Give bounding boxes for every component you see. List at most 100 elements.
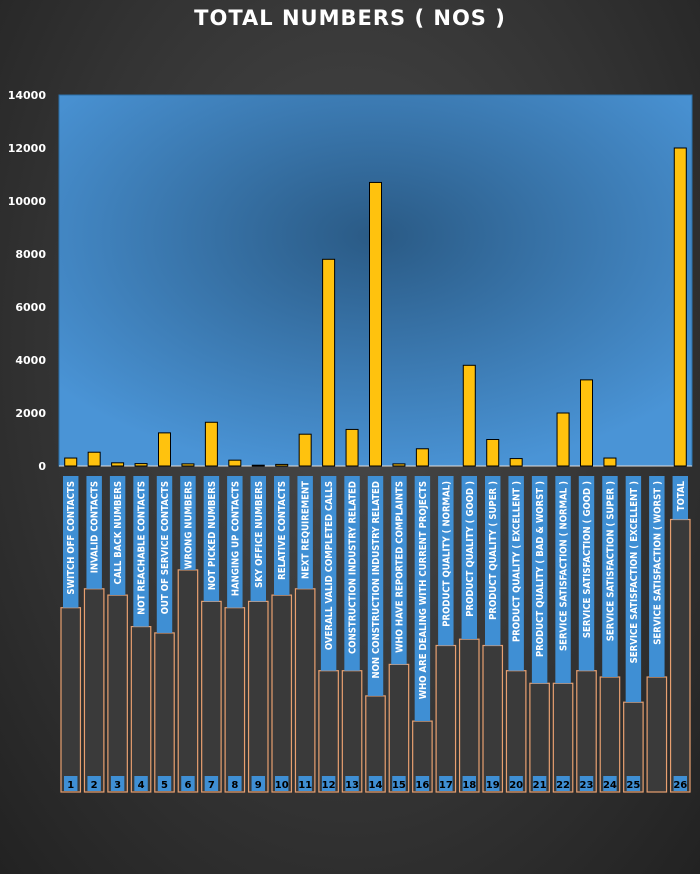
index-label: 14	[369, 780, 383, 791]
label-box	[461, 476, 477, 640]
label-box	[297, 476, 313, 589]
label-panel	[294, 588, 316, 793]
label-box	[109, 476, 126, 596]
index-box	[321, 776, 336, 791]
label-box	[203, 476, 220, 602]
label-panel	[576, 670, 597, 793]
bar	[392, 463, 406, 467]
bar	[369, 181, 382, 467]
bar	[298, 433, 312, 467]
y-tick-label: 14000	[8, 89, 47, 102]
index-label: 9	[255, 780, 262, 791]
x-tick-label: INVALID CONTACTS	[90, 481, 101, 573]
x-tick-label: WRONG NUMBERS	[183, 481, 194, 569]
label-box	[485, 476, 501, 646]
label-box	[227, 476, 243, 608]
x-tick-label: NON CONSTRUCTION INDUSTRY RELATED	[371, 481, 382, 679]
label-box	[625, 476, 642, 703]
bar	[580, 379, 593, 467]
index-label: 19	[486, 780, 500, 791]
label-panel	[482, 644, 504, 793]
bar	[673, 147, 687, 467]
index-label: 21	[533, 780, 547, 791]
label-panel	[224, 607, 246, 793]
label-panel	[60, 607, 82, 793]
index-label: 2	[91, 780, 98, 791]
y-tick-label: 2000	[15, 407, 46, 420]
index-box	[556, 776, 570, 791]
label-box	[344, 476, 360, 671]
index-box	[157, 776, 172, 791]
x-tick-label: SWITCH OFF CONTACTS	[66, 481, 77, 595]
index-label: 6	[184, 780, 191, 791]
x-tick-label: OVERALL VALID COMPLETED CALLS	[324, 481, 335, 650]
label-box	[86, 476, 102, 589]
x-tick-label: SERVICE SATISFACTION ( EXCELLENT )	[629, 481, 640, 663]
label-box	[531, 476, 548, 684]
bar	[462, 364, 476, 467]
x-tick-label: NOT PICKED NUMBERS	[207, 481, 218, 590]
y-tick-label: 10000	[8, 195, 47, 208]
index-label: 15	[392, 780, 406, 791]
label-box	[133, 476, 149, 627]
label-box	[438, 476, 454, 646]
index-box	[251, 776, 265, 791]
x-tick-label: PRODUCT QUALITY ( GOOD )	[465, 481, 476, 617]
label-panel	[388, 663, 410, 793]
index-box	[345, 776, 359, 791]
label-panel	[154, 632, 175, 793]
label-panel	[201, 600, 222, 793]
label-panel	[107, 594, 128, 793]
label-panel	[458, 638, 480, 793]
label-panel	[599, 676, 621, 793]
y-tick-label: 12000	[8, 142, 47, 155]
index-label: 18	[462, 780, 476, 791]
index-box	[204, 776, 219, 791]
label-panel	[646, 676, 668, 793]
label-box	[672, 476, 688, 520]
x-tick-label: SERVICE SATISFACTION ( NORMAL )	[559, 481, 570, 651]
x-tick-label: WHO HAVE REPORTED COMPLAINTS	[394, 481, 405, 653]
label-box	[63, 476, 79, 608]
x-tick-label: HANGING UP CONTACTS	[230, 481, 241, 596]
bar	[603, 457, 617, 467]
bar	[345, 428, 359, 467]
index-label: 13	[345, 780, 359, 791]
index-box	[87, 776, 101, 791]
bar	[87, 451, 101, 467]
bar	[181, 463, 195, 467]
bar	[486, 439, 500, 467]
label-panel	[669, 518, 691, 793]
bar	[556, 412, 570, 467]
label-panel	[341, 670, 363, 793]
index-label: 12	[322, 780, 336, 791]
label-panel	[271, 594, 293, 793]
label-box	[414, 476, 431, 722]
index-box	[134, 776, 148, 791]
index-label: 22	[556, 780, 570, 791]
label-panel	[552, 682, 574, 793]
label-panel	[247, 600, 269, 793]
index-box	[626, 776, 641, 791]
bar	[228, 459, 242, 467]
label-box	[391, 476, 407, 665]
x-tick-label: NOT REACHABLE CONTACTS	[137, 481, 148, 615]
index-label: 11	[298, 780, 312, 791]
index-box	[275, 776, 289, 791]
label-panel	[435, 644, 457, 793]
x-tick-label: TOTAL	[676, 480, 687, 511]
label-panel	[318, 670, 339, 793]
index-box	[462, 776, 476, 791]
x-tick-label: SERVICE SATISFACTION ( WORST )	[652, 481, 663, 645]
x-tick-label: OUT OF SERVICE CONTACTS	[160, 481, 171, 614]
x-tick-label: PRODUCT QUALITY ( NORMAL)	[441, 481, 452, 627]
bar	[204, 421, 218, 467]
index-box	[228, 776, 242, 791]
x-tick-label: SERVICE SATISFACTION ( GOOD )	[582, 481, 593, 638]
category-labels: SWITCH OFF CONTACTS 1 INVALID CONTACTS 2 CAL…	[60, 476, 691, 793]
index-label: 17	[439, 780, 453, 791]
index-label: 4	[138, 780, 145, 791]
x-tick-label: PRODUCT QUALITY ( BAD & WORST )	[535, 481, 546, 657]
index-label: 1	[67, 780, 74, 791]
